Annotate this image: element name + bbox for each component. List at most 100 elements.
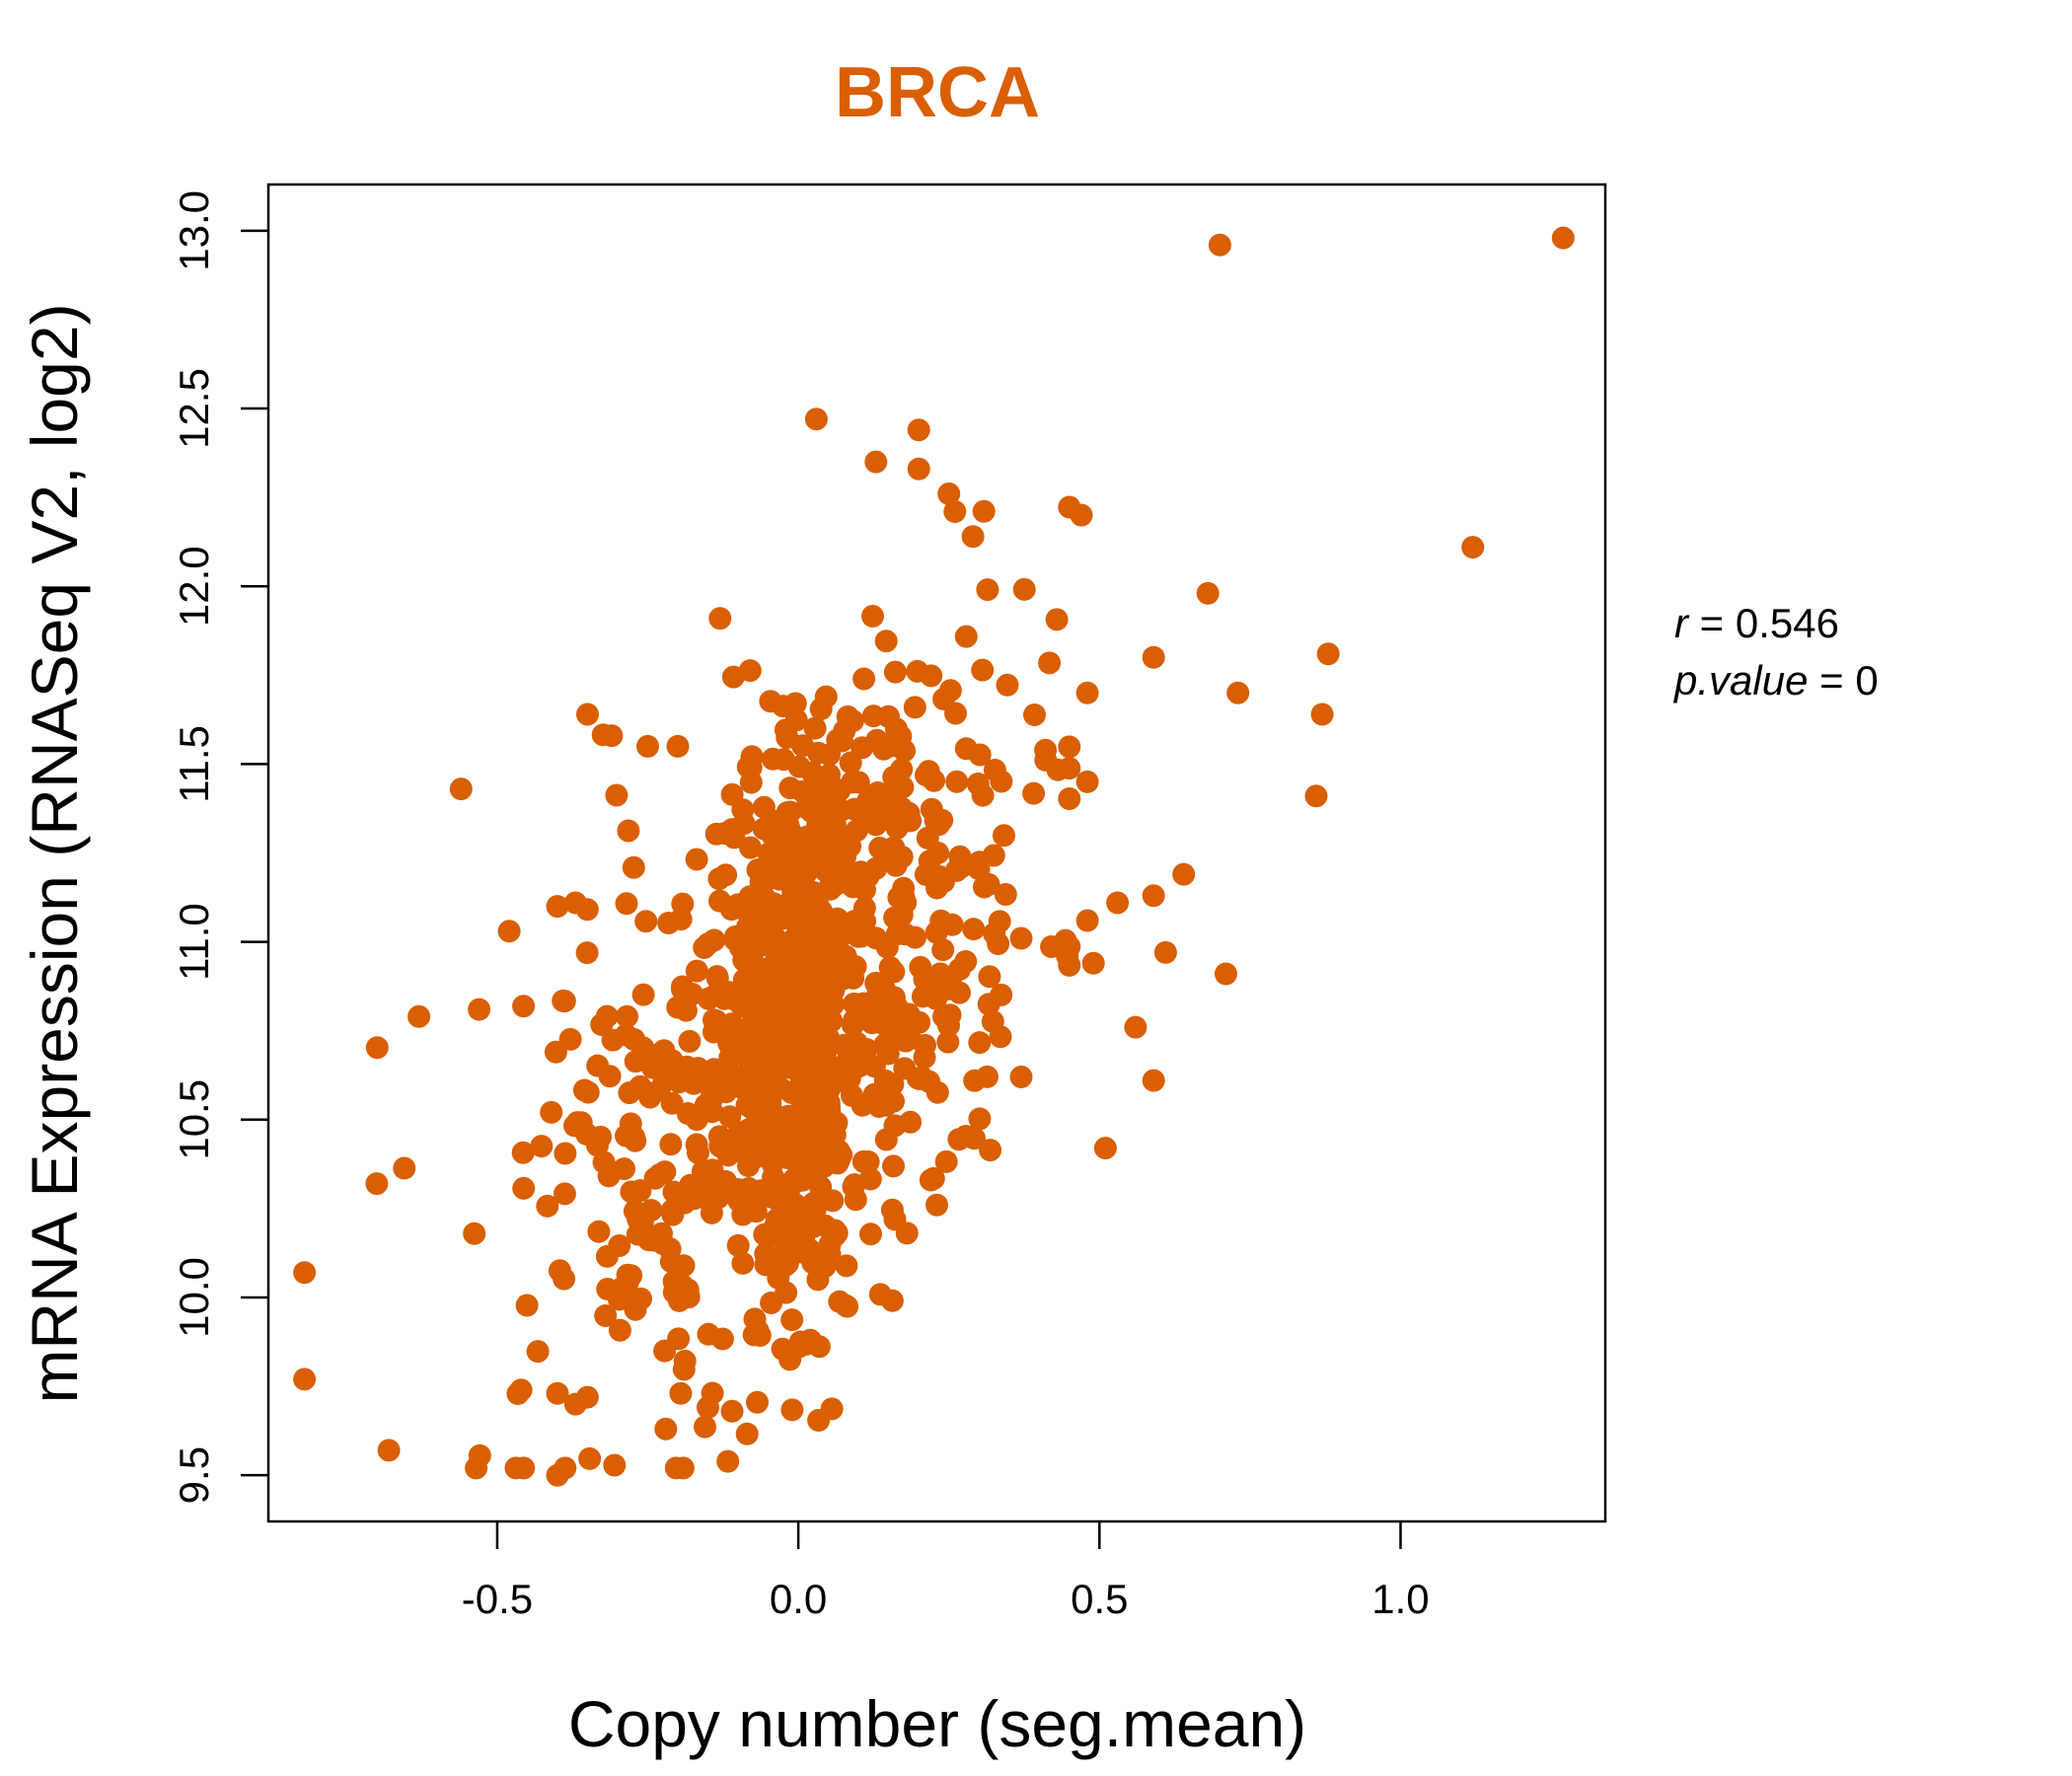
data-point	[827, 961, 851, 985]
data-point	[812, 1154, 836, 1178]
data-point	[738, 1054, 762, 1077]
data-point	[976, 1065, 999, 1088]
data-point	[762, 1165, 785, 1189]
data-point	[1551, 226, 1575, 250]
data-point	[731, 1251, 755, 1275]
data-point	[954, 737, 978, 761]
x-axis: -0.5 0.0 0.5 1.0	[462, 1521, 1430, 1622]
data-point	[449, 777, 473, 801]
data-point	[512, 1176, 536, 1200]
data-point	[615, 892, 638, 916]
data-point	[365, 1036, 389, 1060]
r-label: r	[1674, 600, 1690, 646]
data-point	[669, 1281, 693, 1304]
data-point	[931, 938, 955, 962]
data-point	[783, 1022, 806, 1045]
data-point	[643, 1166, 667, 1190]
data-point	[1058, 757, 1081, 780]
data-point	[1058, 735, 1081, 759]
data-point	[932, 688, 956, 710]
data-point	[906, 1067, 929, 1090]
data-point	[803, 716, 827, 740]
data-point	[660, 1091, 684, 1115]
data-point	[850, 867, 873, 891]
data-point	[515, 1294, 539, 1317]
y-tick-label: 10.5	[171, 1079, 217, 1160]
data-point	[903, 696, 926, 719]
data-point	[726, 1233, 750, 1257]
data-point	[759, 1185, 782, 1209]
data-point	[708, 607, 732, 630]
data-point	[977, 993, 1000, 1016]
data-point	[993, 824, 1015, 848]
data-point	[666, 996, 690, 1019]
data-point	[800, 800, 824, 824]
data-point	[705, 1177, 729, 1201]
data-point	[968, 1107, 992, 1131]
data-point	[465, 1456, 488, 1480]
data-point	[553, 1267, 576, 1291]
data-point	[608, 1318, 631, 1342]
data-point	[723, 927, 747, 951]
data-point	[463, 1221, 486, 1245]
data-point	[852, 806, 876, 830]
data-point	[1226, 681, 1250, 704]
data-point	[976, 578, 999, 602]
y-tick-label: 9.5	[171, 1446, 217, 1504]
data-point	[809, 698, 833, 720]
data-point	[720, 782, 744, 806]
data-point	[972, 499, 996, 523]
data-point	[1009, 1066, 1033, 1088]
data-point	[885, 923, 909, 946]
x-tick-label: 0.0	[770, 1576, 827, 1622]
data-point	[726, 990, 749, 1013]
data-point	[393, 1156, 416, 1180]
data-point	[1142, 884, 1165, 908]
data-point	[1045, 608, 1069, 631]
data-point	[962, 918, 986, 941]
data-point	[841, 709, 864, 733]
points-layer	[293, 226, 1575, 1487]
data-point	[835, 1254, 858, 1278]
data-point	[563, 1392, 587, 1416]
data-point	[659, 1133, 683, 1156]
data-point	[890, 758, 914, 781]
data-point	[654, 1417, 678, 1441]
data-point	[664, 1456, 688, 1480]
data-point	[808, 962, 832, 985]
data-point	[718, 1105, 742, 1129]
data-point	[907, 418, 930, 442]
data-point	[1022, 781, 1046, 805]
data-point	[669, 1381, 693, 1405]
data-point	[540, 1100, 563, 1124]
data-point	[936, 1030, 960, 1054]
data-point	[772, 748, 795, 772]
data-point	[631, 983, 655, 1006]
data-point	[678, 1029, 702, 1053]
data-point	[1093, 1137, 1117, 1160]
data-point	[576, 703, 599, 726]
data-point	[907, 457, 930, 481]
data-point	[622, 855, 645, 879]
r-value: 0.546	[1736, 600, 1839, 646]
data-point	[983, 922, 1006, 945]
data-point	[818, 763, 841, 786]
data-point	[691, 1159, 714, 1183]
data-point	[883, 1114, 907, 1138]
data-point	[929, 909, 953, 932]
data-point	[788, 857, 812, 881]
data-point	[813, 1255, 837, 1279]
data-point	[546, 895, 569, 919]
data-point	[845, 1056, 868, 1079]
data-point	[1054, 928, 1077, 952]
data-point	[694, 1415, 716, 1439]
data-point	[909, 955, 932, 979]
data-point	[916, 826, 939, 850]
data-point	[1038, 651, 1062, 675]
data-point	[883, 660, 907, 684]
data-point	[800, 939, 824, 962]
data-point	[739, 968, 763, 992]
data-point	[818, 1101, 842, 1125]
data-point	[778, 777, 802, 800]
